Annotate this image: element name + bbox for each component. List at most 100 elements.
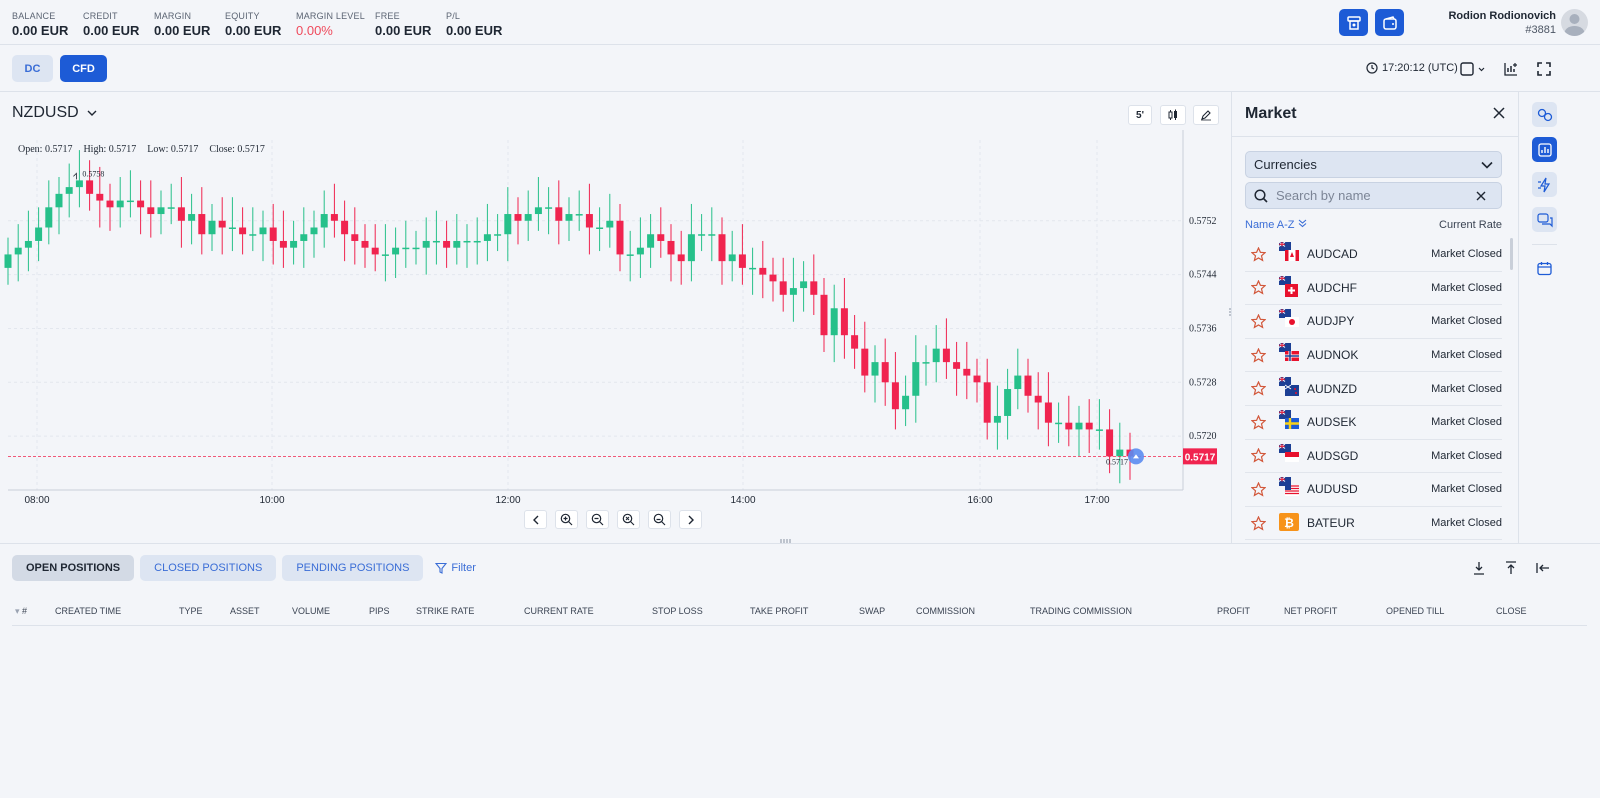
last-marker-label: 0.5717 [1106,457,1128,466]
col-strike-rate[interactable]: STRIKE RATE [416,606,475,616]
market-scrollbar[interactable] [1510,238,1513,270]
candlestick-chart[interactable]: 0.5752 0.5744 0.5736 0.5728 0.5720 08:00 10:00… [0,130,1225,550]
zoom-reset-button[interactable] [617,510,640,529]
y-tick-label: 0.5728 [1189,377,1217,388]
col-type[interactable]: TYPE [179,606,203,616]
col-current-rate[interactable]: CURRENT RATE [524,606,594,616]
chart-type-button[interactable] [1160,105,1186,125]
candle [1106,409,1114,474]
col-index[interactable]: ▾ # [15,606,27,617]
category-select[interactable]: Currencies [1245,151,1502,178]
fullscreen-button[interactable] [1534,59,1554,79]
col-close[interactable]: CLOSE [1496,606,1527,616]
stat-label: P/L [446,11,461,21]
candle [861,321,869,393]
favorite-star-icon[interactable] [1245,515,1271,531]
favorite-star-icon[interactable] [1245,381,1271,396]
layout-dropdown[interactable] [1460,59,1488,79]
current-price-tag [1183,448,1217,465]
candle [555,180,563,245]
col-take-profit[interactable]: TAKE PROFIT [750,606,809,616]
sg-flag-icon [1278,443,1299,468]
clear-search-icon[interactable] [1476,191,1486,201]
col-pips[interactable]: PIPS [369,606,390,616]
market-row-audcad[interactable]: AUDCAD Market Closed [1245,238,1502,272]
candle [524,190,532,241]
search-input[interactable] [1276,188,1476,203]
chat-button[interactable] [1532,207,1557,232]
favorite-star-icon[interactable] [1245,313,1271,329]
zoom-fit-button[interactable] [648,510,671,529]
stat-label: FREE [375,11,400,21]
download-button[interactable] [1471,560,1487,576]
stat-credit: CREDIT 0.00 EUR [83,11,139,38]
scroll-right-button[interactable] [679,510,702,529]
cfd-mode-button[interactable]: CFD [60,55,107,82]
tab-open-positions[interactable]: OPEN POSITIONS [12,555,135,581]
stat-label: CREDIT [83,11,118,21]
filter-button[interactable]: Filter [435,562,476,574]
market-row-audnzd[interactable]: AUDNZD Market Closed [1245,372,1502,406]
avatar[interactable] [1561,9,1588,36]
col-profit[interactable]: PROFIT [1217,606,1250,616]
col-asset[interactable]: ASSET [230,606,260,616]
wallet-button[interactable] [1375,9,1404,36]
sort-by-name[interactable]: Name A-Z [1245,219,1307,231]
exchange-icon [1537,108,1552,121]
candle [126,170,134,218]
signals-button[interactable] [1532,172,1557,197]
mode-toolbar: DC CFD 17:20:12 (UTC) [0,45,1600,92]
tab-closed-positions[interactable]: CLOSED POSITIONS [140,555,277,581]
market-panel-button[interactable] [1532,137,1557,162]
stat-balance: BALANCE 0.00 EUR [12,11,68,38]
candle [963,341,971,400]
favorite-star-icon[interactable] [1245,246,1271,262]
col-created-time[interactable]: CREATED TIME [55,606,122,616]
favorite-star-icon[interactable] [1245,448,1271,463]
calendar-button[interactable] [1532,256,1557,281]
user-info[interactable]: Rodion Rodionovich #3881 [1448,10,1556,36]
symbol-selector[interactable]: NZDUSD [12,104,97,122]
col-net-profit[interactable]: NET PROFIT [1284,606,1338,616]
bottom-resize-handle[interactable] [779,538,791,544]
favorite-star-icon[interactable] [1245,280,1271,296]
stat-margin: MARGIN 0.00 EUR [154,11,210,38]
col-volume[interactable]: VOLUME [292,606,331,616]
market-row-audsgd[interactable]: AUDSGD Market Closed [1245,440,1502,474]
timeframe-button[interactable]: 5' [1128,105,1152,125]
dc-mode-button[interactable]: DC [12,55,53,82]
candle [198,187,206,255]
col-swap[interactable]: SWAP [859,606,886,616]
candle [504,187,512,262]
market-symbol: AUDSGD [1307,448,1359,463]
col-stop-loss[interactable]: STOP LOSS [652,606,703,616]
draw-tools-button[interactable] [1193,105,1219,125]
favorite-star-icon[interactable] [1245,414,1271,430]
market-row-audnok[interactable]: AUDNOK Market Closed [1245,339,1502,373]
col-trading-commission[interactable]: TRADING COMMISSION [1030,606,1133,616]
market-row-bateur[interactable]: ₿ BATEUR Market Closed [1245,507,1502,541]
trade-switch-button[interactable] [1532,102,1557,127]
candle [932,325,940,383]
tab-pending-positions[interactable]: PENDING POSITIONS [282,555,424,581]
favorite-star-icon[interactable] [1245,481,1271,497]
market-row-audsek[interactable]: AUDSEK Market Closed [1245,406,1502,440]
candle [851,315,859,369]
close-market-button[interactable] [1493,106,1505,124]
col-commission[interactable]: COMMISSION [916,606,976,616]
col-opened-till[interactable]: OPENED TILL [1386,606,1445,616]
candle [453,214,461,265]
deposit-button[interactable] [1339,9,1368,36]
market-row-audjpy[interactable]: AUDJPY Market Closed [1245,305,1502,339]
favorite-star-icon[interactable] [1245,347,1271,363]
zoom-out-button[interactable] [586,510,609,529]
market-row-audusd[interactable]: AUDUSD Market Closed [1245,473,1502,507]
candle [789,257,797,322]
zoom-in-button[interactable] [555,510,578,529]
scroll-left-button[interactable] [524,510,547,529]
market-row-audchf[interactable]: AUDCHF Market Closed [1245,272,1502,306]
collapse-left-button[interactable] [1535,560,1551,576]
candle [698,214,706,252]
indicators-button[interactable] [1501,59,1521,79]
collapse-up-button[interactable] [1503,560,1519,576]
